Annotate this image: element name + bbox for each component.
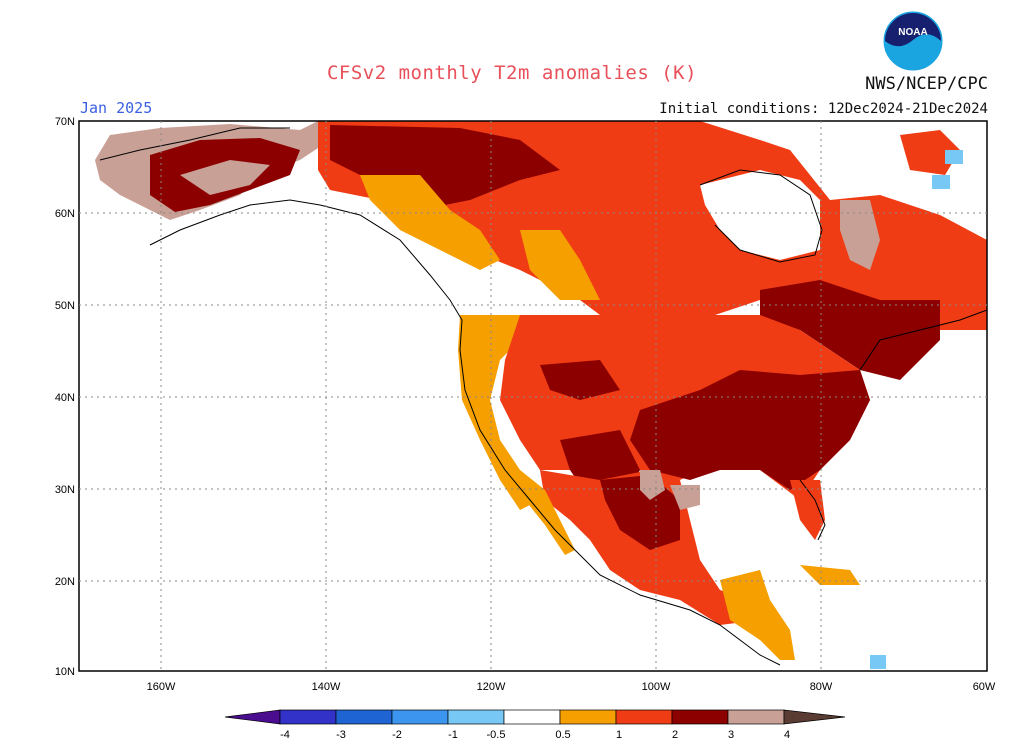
lon-label-100w: 100W	[642, 681, 671, 693]
initial-conditions-label: Initial conditions: 12Dec2024-21Dec2024	[659, 101, 988, 117]
lon-label-60w: 60W	[973, 681, 996, 693]
lat-label-20n: 20N	[55, 576, 75, 588]
legend-colorbar	[224, 709, 846, 725]
lat-label-30n: 30N	[55, 484, 75, 496]
legend-swatch-3-4	[727, 709, 785, 725]
latitude-labels: 70N 60N 50N 40N 30N 20N 10N	[55, 116, 75, 678]
graticule	[79, 121, 987, 671]
legend-swatch-neg1-neg05	[447, 709, 505, 725]
lon-label-80w: 80W	[810, 681, 833, 693]
lat-label-70n: 70N	[55, 116, 75, 128]
map-frame	[78, 120, 988, 672]
legend-swatch-neg2-neg1	[391, 709, 449, 725]
coastlines	[99, 127, 988, 666]
legend-tick: -4	[280, 729, 290, 741]
legend-swatch-1-2	[615, 709, 673, 725]
legend-swatch-neg4-neg3	[279, 709, 337, 725]
legend-swatch-neg3-neg2	[335, 709, 393, 725]
legend-tick: 0.5	[555, 729, 570, 741]
map-title: CFSv2 monthly T2m anomalies (K)	[326, 62, 698, 84]
legend-tick: 2	[672, 729, 678, 741]
legend-tick: -3	[336, 729, 346, 741]
legend-swatch-2-3	[671, 709, 729, 725]
lon-label-120w: 120W	[477, 681, 506, 693]
longitude-labels: 160W 140W 120W 100W 80W 60W	[147, 681, 996, 693]
legend-tick: -2	[392, 729, 402, 741]
lon-label-140w: 140W	[312, 681, 341, 693]
lat-label-40n: 40N	[55, 392, 75, 404]
legend-tick-labels: -4 -3 -2 -1 -0.5 0.5 1 2 3 4	[280, 729, 790, 741]
legend-tick: 4	[784, 729, 790, 741]
agency-label: NWS/NCEP/CPC	[865, 74, 988, 94]
legend-swatch-below-neg4	[224, 709, 281, 725]
lat-label-10n: 10N	[55, 666, 75, 678]
lat-label-60n: 60N	[55, 208, 75, 220]
legend-tick: -1	[448, 729, 458, 741]
legend-swatch-neg05-05	[503, 709, 561, 725]
noaa-logo-icon: NOAA	[882, 10, 944, 72]
lat-label-50n: 50N	[55, 300, 75, 312]
legend-tick: 1	[616, 729, 622, 741]
legend-swatch-05-1	[559, 709, 617, 725]
legend-tick: 3	[728, 729, 734, 741]
noaa-logo-text: NOAA	[898, 27, 927, 38]
legend-tick: -0.5	[487, 729, 506, 741]
month-label: Jan 2025	[80, 99, 153, 117]
anomaly-shading	[79, 121, 987, 671]
lon-label-160w: 160W	[147, 681, 176, 693]
legend-swatch-above-4	[783, 709, 846, 725]
